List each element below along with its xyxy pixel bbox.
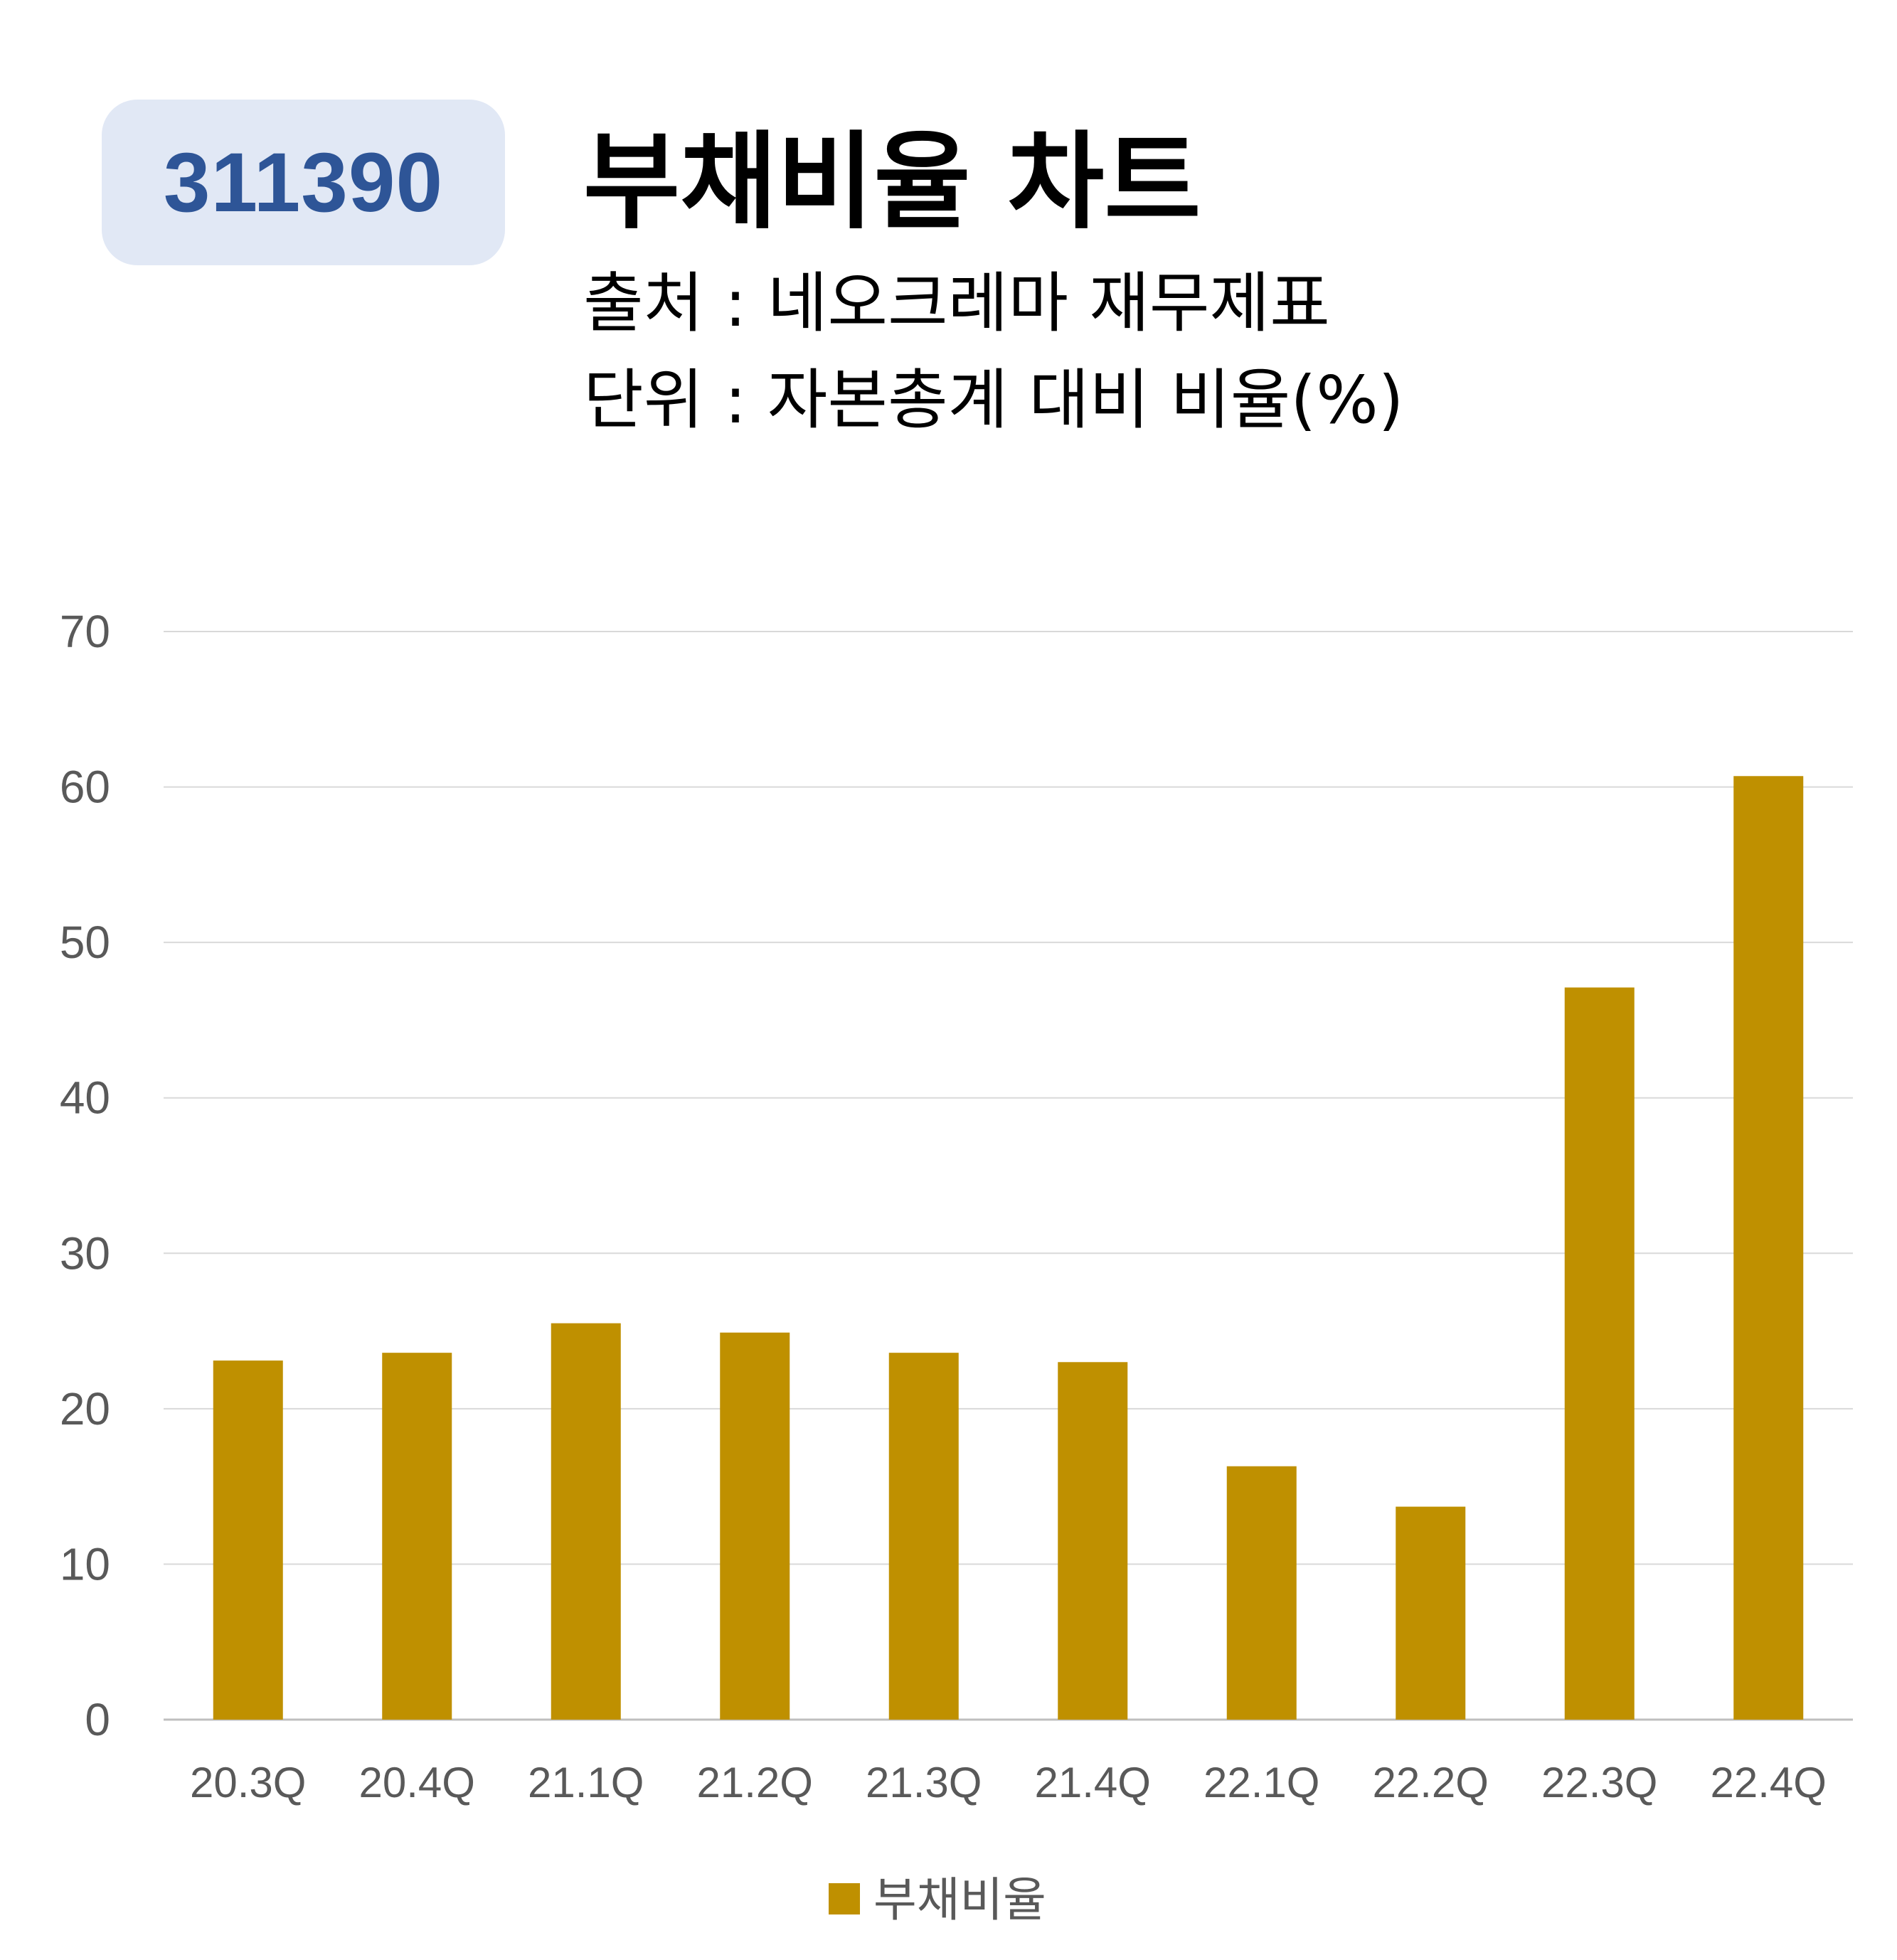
legend-swatch — [829, 1883, 860, 1914]
y-tick-label: 30 — [60, 1227, 110, 1279]
x-tick-label: 20.4Q — [359, 1759, 475, 1806]
x-tick-label: 21.1Q — [528, 1759, 644, 1806]
unit-text: 단위 : 자본총계 대비 비율(%) — [583, 362, 1404, 438]
stock-code: 311390 — [163, 135, 444, 230]
y-tick-label: 70 — [60, 606, 110, 657]
y-tick-label: 0 — [85, 1694, 110, 1745]
bar — [720, 1332, 790, 1720]
stock-code-badge: 311390 — [102, 100, 505, 265]
bar — [551, 1323, 621, 1720]
x-tick-label: 22.4Q — [1711, 1759, 1827, 1806]
bar — [1226, 1466, 1297, 1720]
legend-label: 부채비율 — [873, 1873, 1046, 1927]
bar — [1564, 987, 1635, 1720]
x-tick-label: 20.3Q — [190, 1759, 306, 1806]
bar — [1733, 776, 1804, 1720]
bar — [382, 1353, 452, 1720]
x-tick-label: 21.3Q — [866, 1759, 982, 1806]
y-tick-label: 50 — [60, 917, 110, 968]
y-tick-label: 40 — [60, 1072, 110, 1124]
y-tick-label: 20 — [60, 1383, 110, 1434]
x-tick-label: 21.4Q — [1035, 1759, 1151, 1806]
x-tick-label: 21.2Q — [697, 1759, 813, 1806]
bar — [888, 1353, 959, 1720]
bar — [213, 1360, 283, 1720]
x-tick-label: 22.1Q — [1203, 1759, 1319, 1806]
x-tick-label: 22.3Q — [1541, 1759, 1657, 1806]
x-tick-label: 22.2Q — [1373, 1759, 1489, 1806]
source-text: 출처 : 네오크레마 재무제표 — [583, 265, 1330, 341]
bar — [1396, 1506, 1466, 1720]
y-tick-label: 60 — [60, 762, 110, 813]
y-tick-label: 10 — [60, 1538, 110, 1589]
chart-title: 부채비율 차트 — [583, 121, 1201, 243]
bar — [1058, 1362, 1128, 1720]
